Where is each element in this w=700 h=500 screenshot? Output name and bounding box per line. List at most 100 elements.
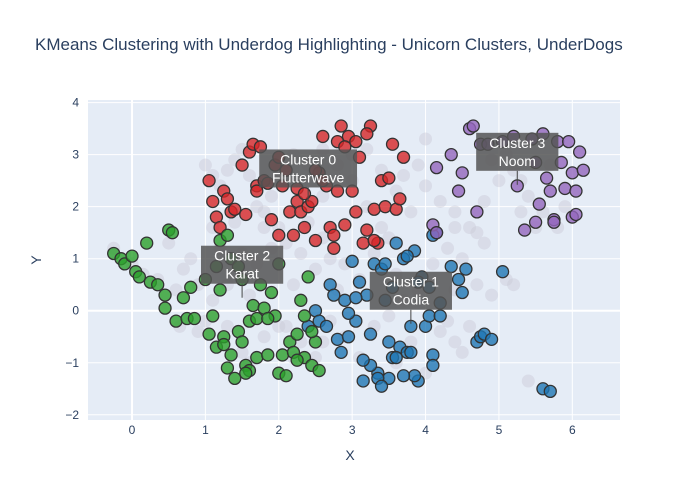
faint-point <box>470 278 484 292</box>
cluster-0-point <box>367 202 381 216</box>
faint-point <box>286 278 300 292</box>
annotation-company-label: Codia <box>393 292 430 308</box>
faint-point <box>323 252 337 266</box>
cluster-1-point <box>363 327 378 341</box>
cluster-0-point <box>316 129 330 144</box>
faint-point <box>367 246 381 260</box>
cluster-2-point <box>125 249 139 263</box>
cluster-2-point <box>217 337 231 352</box>
cluster-3-point <box>569 184 583 198</box>
cluster-points <box>107 119 590 399</box>
cluster-1-point <box>338 293 352 307</box>
cluster-0-point <box>360 127 374 141</box>
cluster-2-point <box>158 301 172 315</box>
faint-point <box>455 252 469 266</box>
faint-point <box>279 319 293 333</box>
cluster-3-point <box>466 119 480 133</box>
cluster-2-point <box>140 236 154 250</box>
cluster-0-point <box>286 228 301 242</box>
annotation-box <box>369 271 452 310</box>
cluster-0-point <box>327 228 341 242</box>
cluster-0-point <box>308 233 323 248</box>
cluster-2-point <box>206 309 220 323</box>
cluster-0-point <box>385 137 400 151</box>
cluster-3-point <box>547 215 561 229</box>
cluster-1-point <box>327 288 341 302</box>
cluster-1-point <box>330 332 345 346</box>
cluster-1-point <box>356 374 370 388</box>
cluster-0-point <box>202 174 216 188</box>
y-tick-label: −2 <box>65 408 79 422</box>
cluster-1-point <box>451 272 466 287</box>
cluster-2-point <box>250 311 264 326</box>
cluster-2-point <box>290 327 304 341</box>
cluster-3-point <box>576 163 590 177</box>
cluster-0-point <box>250 184 264 198</box>
cluster-1-point <box>407 369 422 383</box>
faint-point <box>316 189 330 203</box>
cluster-2-point <box>294 293 308 307</box>
cluster-2-point <box>246 298 260 313</box>
faint-point <box>242 168 256 182</box>
cluster-2-point <box>213 283 227 297</box>
annotation-cluster-0: Cluster 0 Flutterwave <box>259 149 358 202</box>
cluster-0-point <box>206 194 220 209</box>
annotation-company-label: Flutterwave <box>272 169 345 185</box>
cluster-2-point <box>261 348 275 362</box>
cluster-1-point <box>543 384 557 399</box>
faint-point <box>477 236 491 250</box>
faint-point <box>419 179 433 193</box>
faint-point <box>250 200 264 214</box>
cluster-2-point <box>187 311 202 326</box>
cluster-2-point <box>275 348 290 362</box>
faint-point <box>448 205 462 219</box>
cluster-3-point <box>470 205 484 219</box>
faint-point <box>176 262 190 276</box>
faint-point <box>294 246 308 260</box>
cluster-1-point <box>389 350 403 365</box>
faint-point <box>404 335 418 349</box>
cluster-1-point <box>341 330 356 344</box>
annotation-box <box>200 245 284 284</box>
cluster-1-point <box>422 309 436 323</box>
cluster-0-point <box>356 236 370 250</box>
faint-point <box>433 325 447 339</box>
x-tick-label: 5 <box>496 423 503 437</box>
faint-point <box>477 194 491 208</box>
cluster-0-point <box>349 134 363 149</box>
faint-point <box>507 278 521 292</box>
annotation-cluster-label: Cluster 1 <box>383 274 439 290</box>
cluster-0-point <box>382 171 396 185</box>
faint-point <box>411 158 425 172</box>
cluster-0-point <box>239 207 253 222</box>
faint-point <box>470 226 484 240</box>
faint-point <box>272 319 286 333</box>
x-tick-label: 4 <box>422 423 429 437</box>
cluster-3-point <box>444 147 458 162</box>
faint-point <box>257 330 271 344</box>
x-tick-label: 0 <box>129 423 136 437</box>
cluster-0-point <box>297 187 312 201</box>
cluster-3-point <box>429 226 444 240</box>
cluster-2-point <box>301 270 315 284</box>
y-tick-label: −1 <box>65 356 79 370</box>
cluster-0-point <box>338 218 352 232</box>
cluster-3-point <box>561 134 576 149</box>
annotation-company-label: Noom <box>499 153 536 169</box>
faint-point <box>492 174 506 188</box>
y-tick-label: 0 <box>72 304 79 318</box>
annotation-box <box>476 132 559 171</box>
cluster-3-point <box>532 197 546 211</box>
faint-point <box>228 215 242 229</box>
y-tick-label: 2 <box>72 200 79 214</box>
faint-point <box>463 220 477 234</box>
faint-point <box>162 236 176 250</box>
cluster-3-point <box>569 207 583 222</box>
cluster-3-point <box>517 223 532 237</box>
cluster-2-point <box>228 371 242 386</box>
cluster-1-point <box>400 249 414 263</box>
cluster-2-point <box>297 309 312 323</box>
cluster-1-point <box>352 275 367 289</box>
cluster-0-point <box>264 213 279 227</box>
